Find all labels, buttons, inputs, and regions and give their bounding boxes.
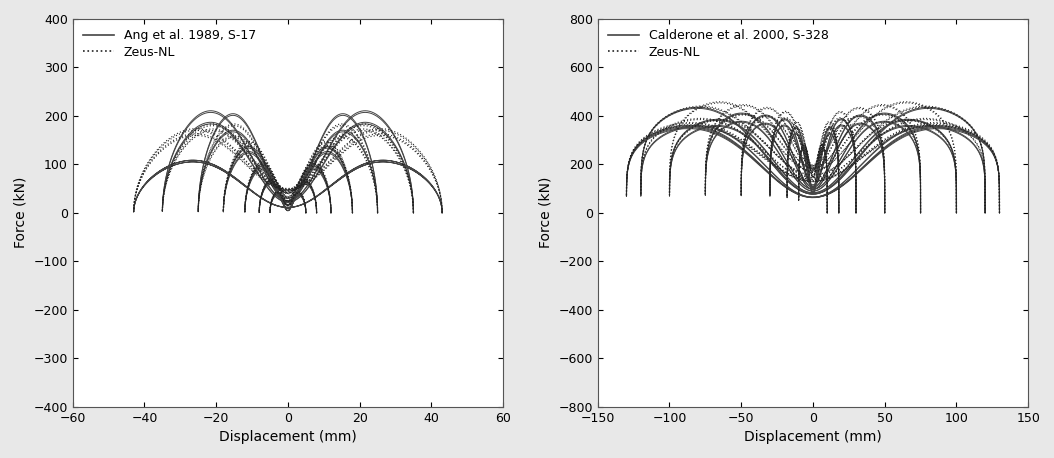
X-axis label: Displacement (mm): Displacement (mm) — [744, 430, 882, 444]
Legend: Ang et al. 1989, S-17, Zeus-NL: Ang et al. 1989, S-17, Zeus-NL — [79, 25, 260, 62]
Legend: Calderone et al. 2000, S-328, Zeus-NL: Calderone et al. 2000, S-328, Zeus-NL — [604, 25, 833, 62]
X-axis label: Displacement (mm): Displacement (mm) — [219, 430, 356, 444]
Y-axis label: Force (kN): Force (kN) — [539, 177, 553, 249]
Y-axis label: Force (kN): Force (kN) — [14, 177, 27, 249]
